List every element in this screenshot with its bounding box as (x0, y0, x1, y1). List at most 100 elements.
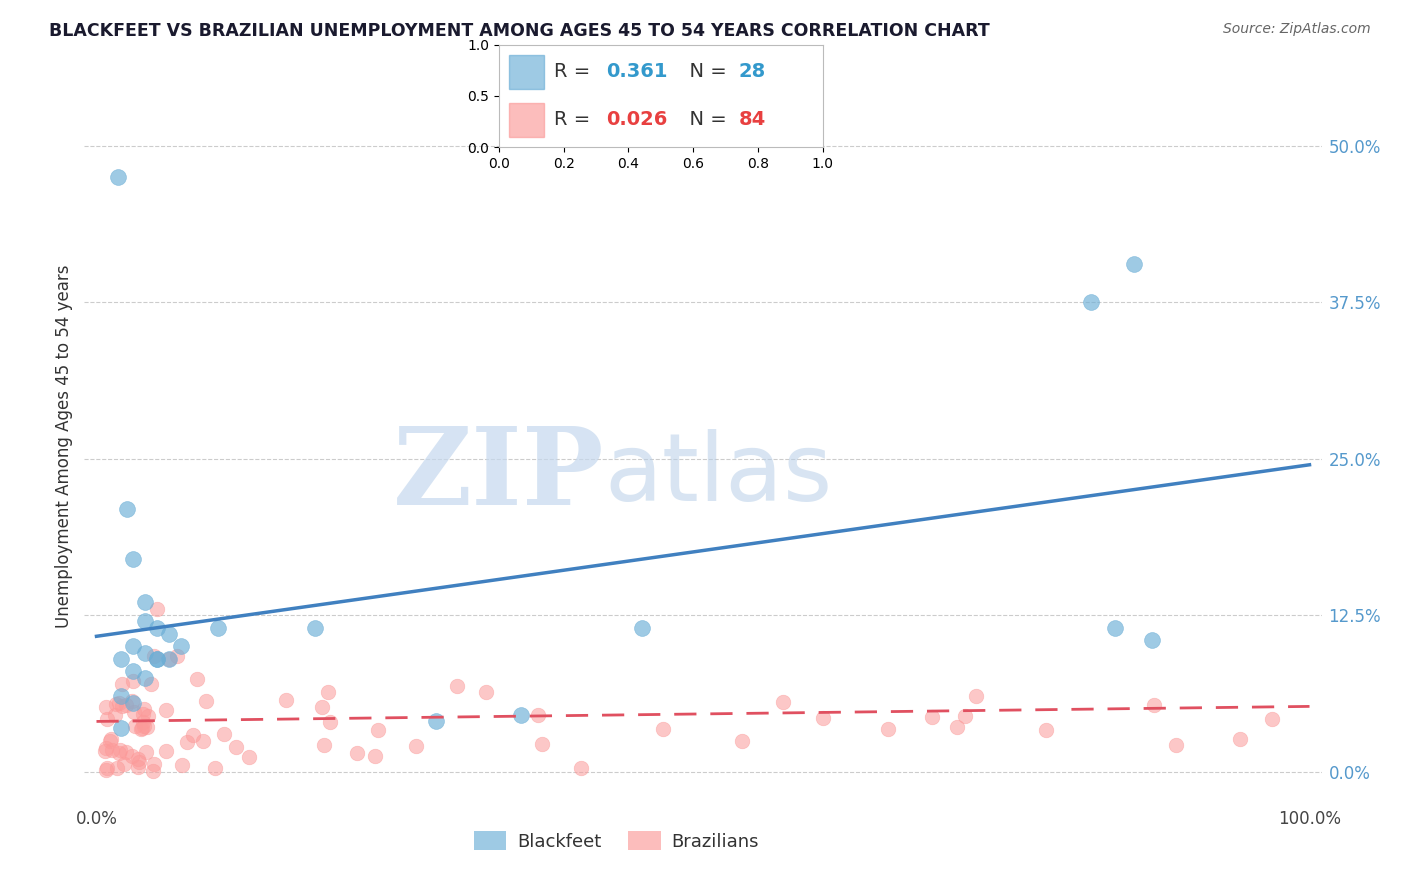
Text: R =: R = (554, 62, 596, 81)
Point (405, 739, 427, 753)
Point (100, 732, 122, 747)
Point (157, 627, 180, 641)
Point (142, 764, 165, 778)
Point (127, 760, 149, 774)
Legend: Blackfeet, Brazilians: Blackfeet, Brazilians (467, 824, 766, 858)
Point (115, 745, 138, 759)
Point (142, 649, 165, 664)
Point (122, 551, 145, 566)
Point (238, 749, 260, 764)
Point (110, 690, 132, 704)
Point (104, 707, 127, 722)
Point (146, 601, 169, 615)
Point (510, 708, 533, 723)
Text: ZIP: ZIP (392, 422, 605, 527)
Point (132, 702, 155, 716)
Text: atlas: atlas (605, 428, 832, 521)
Point (425, 714, 447, 729)
FancyBboxPatch shape (509, 103, 544, 137)
Point (134, 614, 156, 628)
Point (96, 712, 118, 726)
Point (1140, 633, 1163, 648)
Point (652, 722, 675, 736)
Point (131, 722, 153, 736)
Point (110, 652, 132, 666)
Point (110, 743, 132, 757)
Point (136, 719, 159, 733)
Point (530, 737, 553, 751)
Point (142, 757, 165, 772)
Point (135, 745, 157, 759)
Point (157, 652, 180, 666)
Point (367, 723, 389, 738)
Point (194, 694, 217, 708)
Point (111, 677, 134, 691)
Text: R =: R = (554, 111, 596, 129)
Point (304, 621, 326, 635)
Point (193, 734, 215, 748)
Point (731, 734, 754, 748)
Point (157, 652, 180, 666)
Point (146, 652, 169, 666)
Point (945, 720, 967, 734)
Text: N =: N = (678, 111, 733, 129)
Point (94, 744, 117, 758)
Point (112, 756, 135, 771)
Text: 28: 28 (738, 62, 766, 81)
Point (132, 715, 155, 730)
Point (121, 749, 143, 764)
Point (1104, 621, 1126, 635)
Point (953, 709, 976, 723)
Point (107, 696, 129, 710)
Point (813, 710, 835, 724)
Point (122, 640, 145, 654)
Point (110, 721, 132, 735)
Point (1035, 723, 1057, 738)
Point (101, 743, 124, 757)
Point (155, 703, 177, 717)
Point (141, 676, 163, 690)
Point (318, 714, 340, 729)
Point (1229, 732, 1251, 747)
Point (104, 698, 127, 712)
Point (176, 735, 198, 749)
Point (181, 728, 204, 742)
Point (134, 595, 156, 609)
Point (569, 762, 592, 776)
Point (364, 748, 387, 763)
Point (134, 671, 156, 685)
Text: BLACKFEET VS BRAZILIAN UNEMPLOYMENT AMONG AGES 45 TO 54 YEARS CORRELATION CHART: BLACKFEET VS BRAZILIAN UNEMPLOYMENT AMON… (49, 22, 990, 40)
Point (136, 708, 159, 723)
Point (132, 719, 155, 733)
Text: 84: 84 (738, 111, 766, 129)
Point (1143, 698, 1166, 712)
Point (121, 674, 143, 689)
Point (94, 699, 117, 714)
Text: 0.361: 0.361 (606, 62, 668, 81)
Point (134, 646, 156, 660)
Point (94, 741, 117, 756)
Point (129, 723, 152, 737)
Point (122, 705, 145, 719)
Point (115, 501, 138, 516)
Point (1164, 739, 1187, 753)
Point (446, 680, 468, 694)
Point (127, 752, 149, 766)
Point (1261, 712, 1284, 726)
Point (631, 621, 654, 635)
Point (132, 706, 155, 721)
Point (316, 685, 339, 699)
Point (1080, 295, 1102, 310)
Point (1122, 257, 1144, 271)
Point (475, 684, 498, 698)
Point (186, 673, 208, 687)
Point (146, 652, 169, 666)
Point (965, 690, 987, 704)
Point (98, 734, 121, 748)
Point (225, 739, 247, 754)
Point (96, 760, 118, 774)
Point (527, 708, 550, 723)
Point (166, 648, 188, 663)
Point (876, 722, 898, 736)
Point (170, 758, 193, 772)
